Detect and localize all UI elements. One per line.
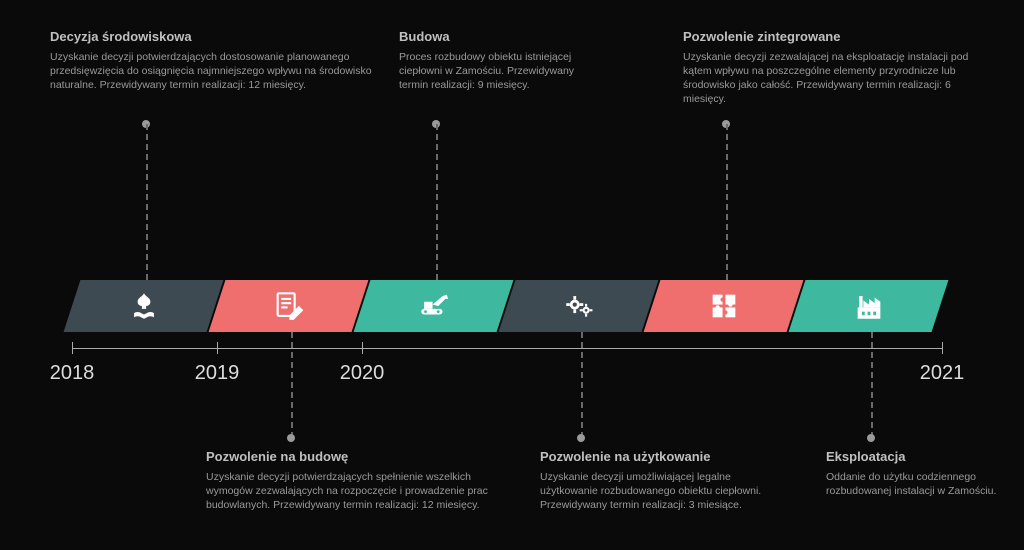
desc-use-permit: Pozwolenie na użytkowanie Uzyskanie decy… xyxy=(540,448,780,512)
desc-operation-title: Eksploatacja xyxy=(826,448,1006,466)
desc-build-permit: Pozwolenie na budowę Uzyskanie decyzji p… xyxy=(206,448,506,512)
desc-integrated-title: Pozwolenie zintegrowane xyxy=(683,28,973,46)
connector-operation xyxy=(871,332,873,438)
desc-env-body: Uzyskanie decyzji potwierdzających dosto… xyxy=(50,50,380,93)
dot-use-permit xyxy=(577,434,585,442)
desc-construction: Budowa Proces rozbudowy obiektu istnieją… xyxy=(399,28,589,92)
tick-2019 xyxy=(217,342,218,354)
step-use-permit-shape xyxy=(499,280,659,332)
step-env-shape xyxy=(64,280,224,332)
step-integrated-shape xyxy=(644,280,804,332)
timeline-shapes xyxy=(72,280,940,332)
desc-operation: Eksploatacja Oddanie do użytku codzienne… xyxy=(826,448,1006,498)
year-1: 2019 xyxy=(195,362,240,385)
step-operation-shape xyxy=(789,280,949,332)
connector-integrated xyxy=(726,124,728,280)
dot-build-permit xyxy=(287,434,295,442)
year-2: 2020 xyxy=(340,362,385,385)
desc-use-permit-title: Pozwolenie na użytkowanie xyxy=(540,448,780,466)
year-0: 2018 xyxy=(50,362,95,385)
desc-build-permit-body: Uzyskanie decyzji potwierdzających spełn… xyxy=(206,470,506,513)
connector-construction xyxy=(436,124,438,280)
tick-2021 xyxy=(942,342,943,354)
desc-construction-body: Proces rozbudowy obiektu istniejącej cie… xyxy=(399,50,589,93)
plant-hand-icon xyxy=(127,289,161,323)
excavator-icon xyxy=(416,289,452,323)
desc-integrated-body: Uzyskanie decyzji zezwalającej na eksplo… xyxy=(683,50,973,107)
desc-build-permit-title: Pozwolenie na budowę xyxy=(206,448,506,466)
puzzle-icon xyxy=(707,289,741,323)
desc-env-title: Decyzja środowiskowa xyxy=(50,28,380,46)
desc-env: Decyzja środowiskowa Uzyskanie decyzji p… xyxy=(50,28,380,92)
gears-icon xyxy=(561,289,597,323)
year-3: 2021 xyxy=(920,362,965,385)
desc-operation-body: Oddanie do użytku codziennego rozbudowan… xyxy=(826,470,1006,498)
connector-build-permit xyxy=(291,332,293,438)
factory-icon xyxy=(852,289,886,323)
tick-2018 xyxy=(72,342,73,354)
timeline-infographic: Decyzja środowiskowa Uzyskanie decyzji p… xyxy=(0,0,1024,550)
timeline-axis xyxy=(72,348,942,349)
step-construction-shape xyxy=(354,280,514,332)
document-pencil-icon xyxy=(272,289,306,323)
desc-construction-title: Budowa xyxy=(399,28,589,46)
connector-env xyxy=(146,124,148,280)
connector-use-permit xyxy=(581,332,583,438)
desc-integrated: Pozwolenie zintegrowane Uzyskanie decyzj… xyxy=(683,28,973,106)
dot-operation xyxy=(867,434,875,442)
tick-2020 xyxy=(362,342,363,354)
desc-use-permit-body: Uzyskanie decyzji umożliwiającej legalne… xyxy=(540,470,780,513)
step-build-permit-shape xyxy=(209,280,369,332)
